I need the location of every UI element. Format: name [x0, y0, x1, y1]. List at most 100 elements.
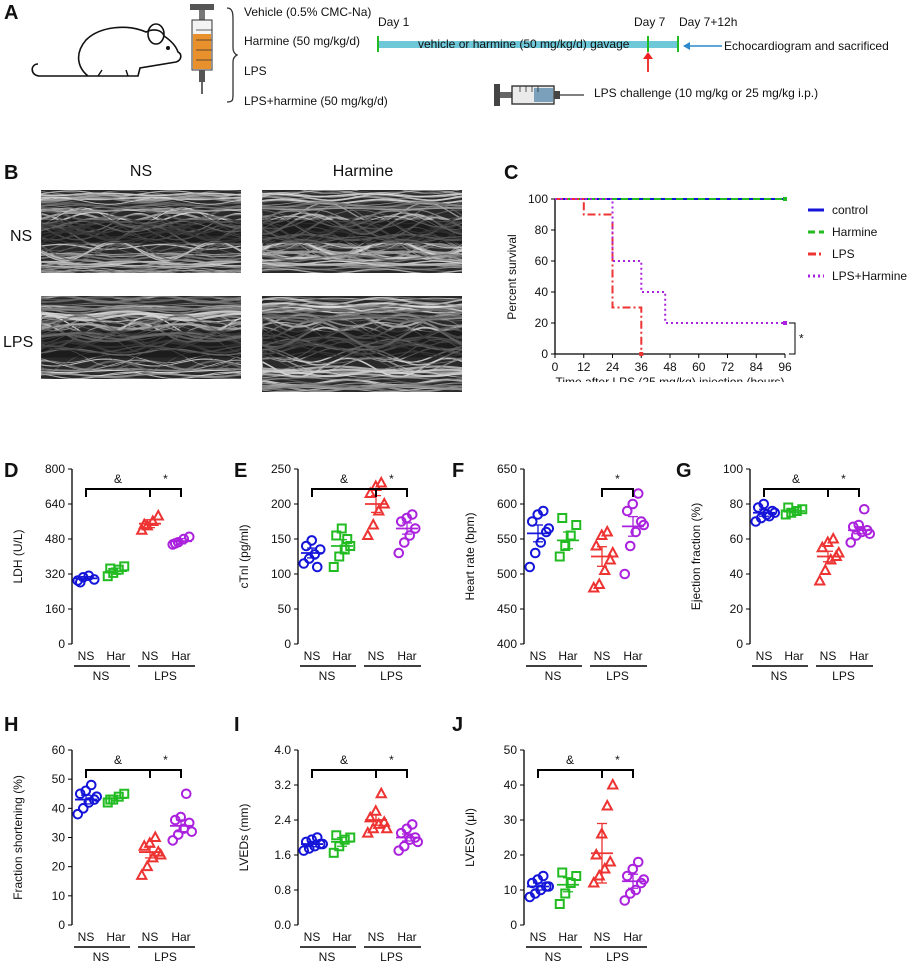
gavage-label: vehicle or harmine (50 mg/kg/d) gavage: [418, 37, 630, 51]
data-point: [589, 847, 603, 860]
comparison-bracket: [311, 769, 377, 778]
data-point: [813, 573, 827, 586]
data-point: [72, 808, 84, 820]
y-axis-label: Heart rate (bpm): [463, 512, 477, 600]
data-point: [119, 788, 130, 799]
category-label: NS: [304, 649, 321, 663]
censor-mark: [639, 352, 644, 356]
lvesv-chart: 0 10 20 30 40 50 LVESV (μl) NS Har NS Har NS LPS & *: [463, 743, 650, 962]
y-tick-label: 80: [730, 497, 744, 511]
y-tick-label: 100: [271, 567, 291, 581]
comparison-bracket: [85, 769, 151, 778]
echo-image-ns-ns: [41, 190, 241, 273]
y-axis-label: Ejection fraction (%): [689, 503, 703, 610]
data-point: [537, 870, 549, 882]
censor-mark: [783, 321, 787, 325]
y-tick-label: 40: [52, 801, 66, 815]
significance-marker: *: [389, 472, 394, 486]
y-tick-label: 40: [504, 778, 518, 792]
y-tick-label: 0: [58, 637, 65, 651]
category-label: NS: [594, 649, 611, 663]
data-point: [406, 509, 418, 520]
y-tick-label: 0: [58, 918, 65, 932]
category-label: Har: [397, 649, 416, 663]
group-label: LPS: [380, 950, 403, 962]
ctni-chart: 0 50 100 150 200 250 cTnI (pg/ml) NS Har NS Har NS L…: [237, 462, 421, 683]
y-axis-label: LVEDs (mm): [237, 804, 251, 872]
comparison-bracket: [85, 488, 151, 497]
group-label: NS: [545, 950, 562, 962]
group-label-vehicle: Vehicle (0.5% CMC-Na): [244, 5, 372, 19]
category-label: NS: [368, 930, 385, 944]
data-point: [592, 577, 606, 589]
data-point: [105, 794, 116, 805]
data-point: [300, 540, 312, 552]
data-point: [331, 830, 342, 841]
data-point: [632, 488, 644, 499]
data-point: [83, 797, 95, 808]
category-label: Har: [784, 649, 803, 663]
y-axis-label: LDH (U/L): [11, 529, 25, 583]
y-axis-label: LVESV (μl): [463, 808, 477, 867]
data-point: [621, 505, 633, 517]
survival-line-lps-harmine: [555, 198, 785, 324]
category-label: Har: [558, 930, 577, 944]
category-label: NS: [78, 649, 95, 663]
panel-b-col-harmine: Harmine: [332, 163, 394, 180]
y-tick-label: 3.2: [274, 778, 291, 792]
legend-label: Harmine: [832, 225, 878, 239]
category-label: Har: [106, 649, 125, 663]
x-tick-label: 0: [552, 360, 559, 374]
data-point: [186, 826, 198, 837]
data-point: [606, 545, 620, 558]
y-tick-label: 80: [535, 223, 549, 237]
y-axis-label: Fraction shortening (%): [11, 775, 25, 900]
data-point: [619, 568, 631, 580]
group-label: NS: [93, 950, 110, 962]
legend-label: LPS+Harmine: [832, 269, 907, 283]
data-point: [148, 830, 162, 842]
y-tick-label: 10: [52, 889, 66, 903]
y-tick-label: 60: [535, 254, 549, 268]
data-point: [571, 520, 582, 530]
data-point: [91, 791, 103, 802]
legend-label: control: [832, 203, 868, 217]
data-point: [336, 523, 347, 534]
y-tick-label: 100: [723, 462, 743, 476]
data-point: [638, 519, 650, 531]
group-label: LPS: [154, 950, 177, 962]
significance-marker: *: [163, 472, 168, 486]
data-point: [374, 475, 388, 488]
group-label: LPS: [606, 669, 629, 683]
data-point: [151, 508, 165, 521]
significance-marker: &: [340, 472, 348, 486]
panel-g-letter: G: [676, 460, 692, 482]
data-point: [306, 535, 318, 546]
y-tick-label: 400: [497, 637, 517, 651]
y-tick-label: 320: [45, 567, 65, 581]
significance-marker: *: [615, 472, 620, 486]
data-point: [180, 788, 192, 800]
data-point: [406, 819, 418, 830]
data-point: [363, 486, 377, 498]
group-label: NS: [771, 669, 788, 683]
y-tick-label: 0: [541, 347, 548, 361]
x-axis-label: Time after LPS (25 mg/kg) injection (hou…: [556, 375, 785, 382]
data-point: [624, 540, 636, 552]
y-tick-label: 50: [278, 602, 292, 616]
data-point: [600, 524, 614, 537]
panel-b-row-ns: NS: [10, 228, 33, 245]
significance-marker: &: [114, 472, 122, 486]
data-point: [172, 829, 184, 840]
data-point: [603, 552, 617, 565]
comparison-bracket: [601, 488, 634, 497]
data-point: [606, 777, 620, 790]
data-point: [311, 561, 323, 573]
comparison-bracket: [375, 488, 408, 497]
data-point: [571, 871, 582, 881]
echo-image-ns-harmine: [262, 190, 462, 273]
panel-b-row-lps: LPS: [3, 334, 34, 351]
panel-b-col-ns: NS: [129, 163, 153, 180]
y-tick-label: 650: [497, 462, 517, 476]
